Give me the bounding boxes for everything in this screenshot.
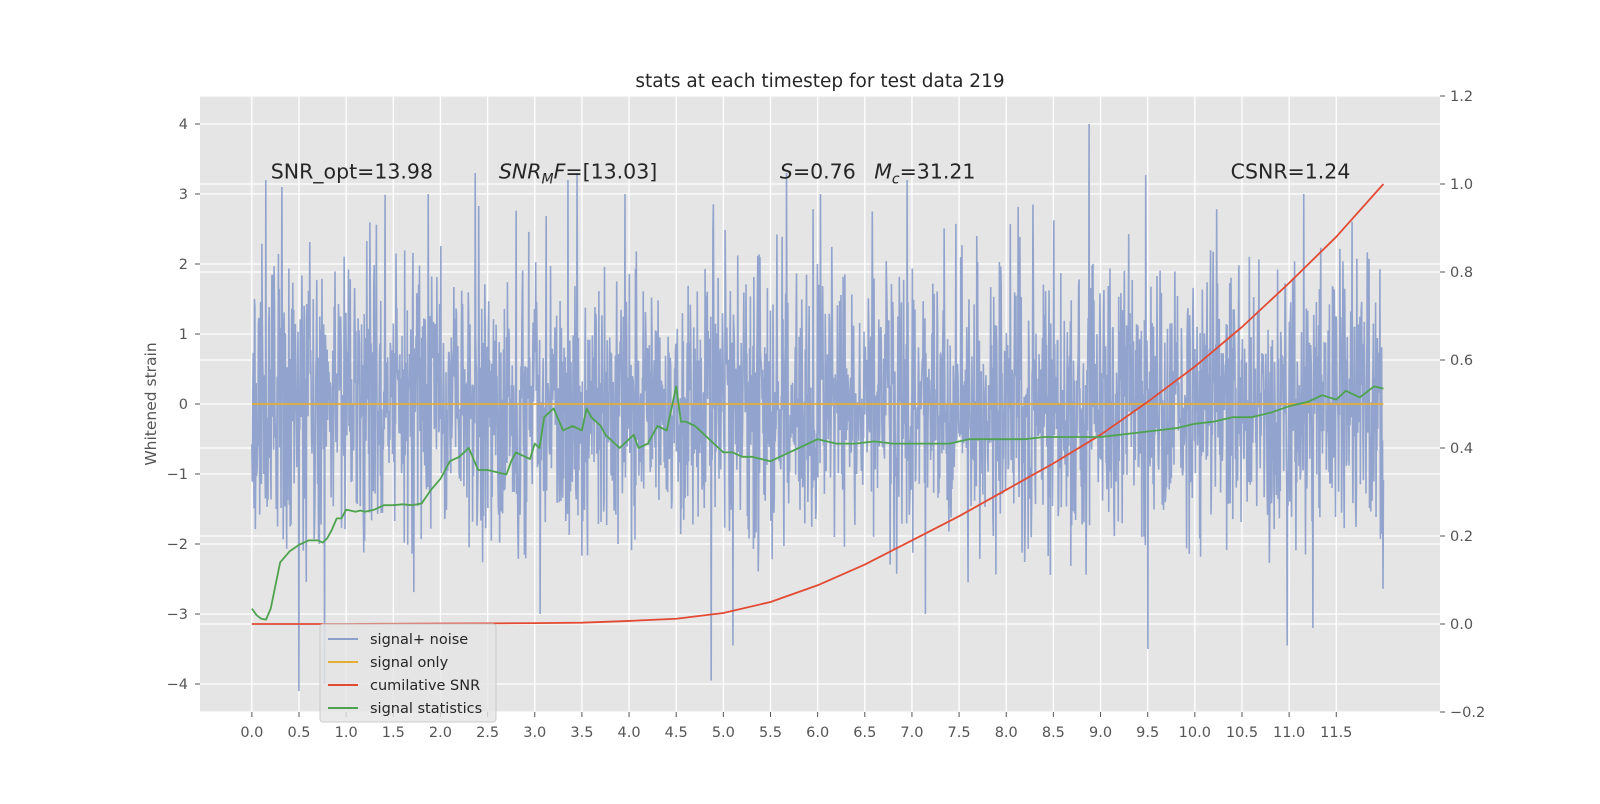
- x-tick-label: 6.5: [853, 725, 876, 741]
- x-tick-label: 9.0: [1089, 725, 1112, 741]
- y2-tick-label: 0.8: [1450, 265, 1473, 281]
- x-tick-label: 7.5: [948, 725, 971, 741]
- legend-box: [319, 623, 497, 723]
- x-tick-label: 2.0: [429, 725, 452, 741]
- x-tick-label: 2.5: [476, 725, 499, 741]
- y-tick-label: −2: [167, 537, 188, 553]
- x-tick-label: 10.5: [1226, 725, 1258, 741]
- legend: signal+ noise signal only cumilative SNR si…: [319, 623, 497, 723]
- y-axis-label: Whitened strain: [142, 342, 160, 465]
- annotation-snr-mf: SNRMF=[13.03]: [499, 160, 657, 188]
- x-tick-label: 4.0: [618, 725, 641, 741]
- y2-tick-label: −0.2: [1450, 705, 1485, 721]
- legend-label: signal+ noise: [370, 632, 468, 648]
- x-tick-label: 11.0: [1273, 725, 1305, 741]
- x-tick-label: 9.5: [1136, 725, 1159, 741]
- x-tick-label: 11.5: [1320, 725, 1352, 741]
- legend-label: signal statistics: [370, 701, 482, 717]
- x-tick-label: 7.0: [900, 725, 923, 741]
- x-tick-label: 10.0: [1179, 725, 1211, 741]
- y2-tick-label: 1.2: [1450, 89, 1473, 105]
- y-tick-label: 0: [179, 397, 188, 413]
- y-tick-label: 2: [179, 257, 188, 273]
- series-layer: [251, 123, 1385, 692]
- legend-label: signal only: [370, 655, 449, 671]
- x-tick-label: 1.5: [382, 725, 405, 741]
- y-tick-label: −4: [167, 677, 188, 693]
- axes: 0.0 0.5 1.0 1.5 2.0 2.5 3.0 3.5 4.0 4.5 5.0 5.5 6.0 6…: [167, 89, 1486, 741]
- x-tick-label: 8.0: [995, 725, 1018, 741]
- y2-tick-label: 0.0: [1450, 617, 1473, 633]
- series-signal-noise: [251, 123, 1385, 692]
- chart-title: stats at each timestep for test data 219: [635, 71, 1004, 92]
- x-tick-label: 4.5: [665, 725, 688, 741]
- x-tick-label: 1.0: [335, 725, 358, 741]
- annotations: SNR_opt=13.98 SNRMF=[13.03] S=0.76 Mc=31.21…: [271, 160, 1351, 188]
- x-tick-label: 5.0: [712, 725, 735, 741]
- annotation-snr-opt: SNR_opt=13.98: [271, 160, 433, 185]
- y2-tick-label: 0.2: [1450, 529, 1473, 545]
- series-signal-statistics: [251, 385, 1384, 621]
- y-tick-label: −3: [167, 607, 188, 623]
- x-tick-label: 5.5: [759, 725, 782, 741]
- y-tick-label: 3: [179, 187, 188, 203]
- y-tick-label: −1: [167, 467, 188, 483]
- annotation-csnr: CSNR=1.24: [1231, 160, 1351, 184]
- annotation-s-stat: S=0.76: [780, 160, 856, 184]
- annotation-chirp-mass: Mc=31.21: [874, 160, 975, 188]
- x-tick-label: 6.0: [806, 725, 829, 741]
- x-tick-label: 3.0: [523, 725, 546, 741]
- y2-tick-label: 0.6: [1450, 353, 1473, 369]
- y-tick-label: 1: [179, 327, 188, 343]
- x-tick-label: 8.5: [1042, 725, 1065, 741]
- legend-label: cumilative SNR: [370, 678, 480, 694]
- x-tick-label: 0.5: [287, 725, 310, 741]
- y2-tick-label: 1.0: [1450, 177, 1473, 193]
- y2-tick-label: 0.4: [1450, 441, 1473, 457]
- x-tick-label: 3.5: [570, 725, 593, 741]
- x-tick-label: 0.0: [240, 725, 263, 741]
- y-tick-label: 4: [179, 117, 188, 133]
